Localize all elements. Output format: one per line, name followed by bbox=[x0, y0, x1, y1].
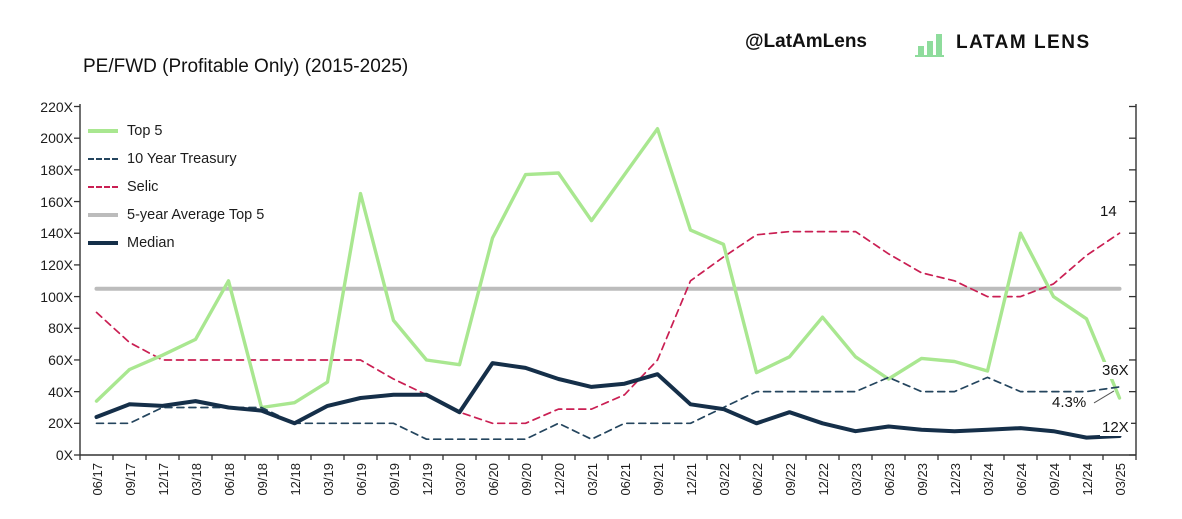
x-tick-label: 09/24 bbox=[1046, 463, 1062, 496]
legend-swatch bbox=[88, 129, 118, 133]
series-line-selic bbox=[95, 230, 1121, 425]
x-tick-label: 12/22 bbox=[815, 463, 831, 496]
legend-item-median: Median bbox=[88, 229, 264, 257]
legend-swatch bbox=[88, 158, 118, 160]
x-tick-label: 09/23 bbox=[914, 463, 930, 496]
x-tick-label: 06/18 bbox=[221, 463, 237, 496]
x-tick-label: 03/19 bbox=[320, 463, 336, 496]
x-tick-label: 12/19 bbox=[419, 463, 435, 496]
x-tick-label: 06/23 bbox=[881, 463, 897, 496]
series-line-median bbox=[94, 361, 1122, 440]
annotation-leader-line bbox=[1093, 390, 1115, 404]
series-line-top-5 bbox=[94, 126, 1122, 410]
series-line-10-year-treasury bbox=[95, 376, 1121, 441]
x-tick-label: 12/20 bbox=[551, 463, 567, 496]
x-tick-label: 09/21 bbox=[650, 463, 666, 496]
x-tick-label: 12/23 bbox=[947, 463, 963, 496]
y-tick-label: 160X bbox=[40, 193, 73, 210]
x-tick-label: 06/20 bbox=[485, 463, 501, 496]
annotation-36x: 36X bbox=[1100, 361, 1131, 379]
legend-label: Selic bbox=[127, 179, 159, 195]
legend-swatch bbox=[88, 186, 118, 188]
y-tick-label: 40X bbox=[48, 383, 73, 400]
x-tick-label: 03/22 bbox=[716, 463, 732, 496]
y-tick-label: 200X bbox=[40, 130, 73, 147]
y-tick-label: 140X bbox=[40, 225, 73, 242]
x-tick-label: 06/17 bbox=[89, 463, 105, 496]
chart-title: PE/FWD (Profitable Only) (2015-2025) bbox=[83, 56, 409, 77]
y-tick-label: 60X bbox=[48, 351, 73, 368]
y-tick-label: 80X bbox=[48, 320, 73, 337]
legend: Top 5 10 Year Treasury Selic 5-year Average… bbox=[88, 117, 264, 257]
legend-label: 5-year Average Top 5 bbox=[127, 207, 265, 223]
x-tick-label: 03/24 bbox=[980, 463, 996, 496]
bar-chart-icon bbox=[915, 34, 944, 57]
x-tick-label: 06/19 bbox=[353, 463, 369, 496]
x-tick-label: 03/23 bbox=[848, 463, 864, 496]
legend-label: Median bbox=[127, 235, 175, 251]
y-tick-label: 20X bbox=[48, 415, 73, 432]
y-tick-label: 220X bbox=[40, 98, 73, 115]
brand-handle: @LatAmLens bbox=[745, 31, 867, 52]
x-tick-label: 06/24 bbox=[1013, 463, 1029, 496]
x-tick-label: 09/19 bbox=[386, 463, 402, 496]
legend-item-10-year-treasury: 10 Year Treasury bbox=[88, 145, 264, 173]
x-tick-label: 12/21 bbox=[683, 463, 699, 496]
annotation-4.3-: 4.3% bbox=[1050, 393, 1089, 411]
x-tick-label: 09/18 bbox=[254, 463, 270, 496]
x-tick-label: 03/25 bbox=[1112, 463, 1128, 496]
legend-label: Top 5 bbox=[127, 123, 163, 139]
y-tick-label: 180X bbox=[40, 161, 73, 178]
legend-swatch bbox=[88, 241, 118, 245]
x-tick-label: 03/21 bbox=[584, 463, 600, 496]
x-tick-label: 03/18 bbox=[188, 463, 204, 496]
y-tick-label: 120X bbox=[40, 256, 73, 273]
x-tick-label: 12/24 bbox=[1079, 463, 1095, 496]
x-tick-label: 06/21 bbox=[617, 463, 633, 496]
x-tick-label: 09/22 bbox=[782, 463, 798, 496]
x-tick-label: 09/20 bbox=[518, 463, 534, 496]
x-tick-label: 03/20 bbox=[452, 463, 468, 496]
x-tick-label: 06/22 bbox=[749, 463, 765, 496]
legend-item-selic: Selic bbox=[88, 173, 264, 201]
annotation-14: 14 bbox=[1098, 203, 1119, 221]
x-tick-label: 12/17 bbox=[155, 463, 171, 496]
header: @LatAmLens LATAM LENS bbox=[0, 28, 1182, 62]
y-tick-label: 100X bbox=[40, 288, 73, 305]
brand-name: LATAM LENS bbox=[956, 32, 1091, 53]
annotation-12x: 12X bbox=[1100, 418, 1131, 436]
x-tick-label: 09/17 bbox=[122, 463, 138, 496]
legend-item-5-year-average-top-5: 5-year Average Top 5 bbox=[88, 201, 264, 229]
x-tick-label: 12/18 bbox=[287, 463, 303, 496]
legend-swatch bbox=[88, 213, 118, 217]
y-tick-label: 0X bbox=[55, 447, 73, 463]
legend-item-top-5: Top 5 bbox=[88, 117, 264, 145]
legend-label: 10 Year Treasury bbox=[127, 151, 237, 167]
